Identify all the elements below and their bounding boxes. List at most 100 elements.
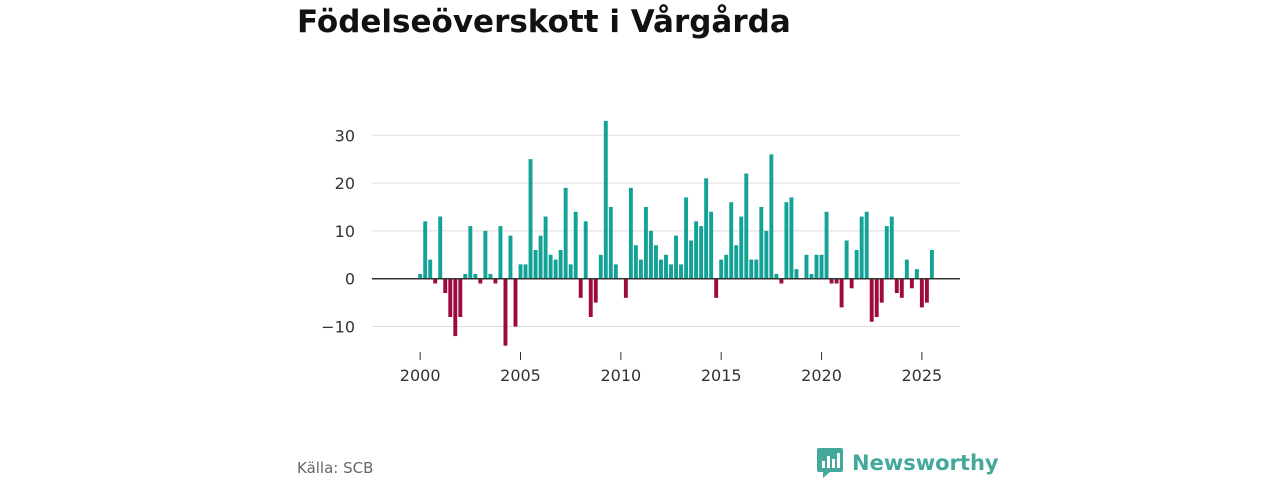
bar	[699, 226, 704, 279]
bar	[769, 154, 774, 279]
bar	[633, 245, 638, 279]
bar	[553, 259, 558, 279]
bar	[498, 226, 503, 279]
bar	[473, 273, 478, 279]
bar	[684, 197, 689, 279]
bar	[729, 202, 734, 279]
bar	[859, 216, 864, 279]
bar	[593, 278, 598, 303]
bar	[889, 216, 894, 279]
bar	[749, 259, 754, 279]
bar	[894, 278, 899, 294]
x-tick-label: 2025	[902, 366, 943, 385]
bar	[573, 211, 578, 279]
bar	[704, 178, 709, 279]
bar	[774, 273, 779, 279]
bar	[613, 264, 618, 279]
y-tick-label: 30	[335, 126, 355, 145]
bar	[814, 254, 819, 279]
bar	[904, 259, 909, 279]
bar	[583, 221, 588, 279]
bar	[734, 245, 739, 279]
bar	[879, 278, 884, 303]
bar	[754, 259, 759, 279]
brand-logo[interactable]: Newsworthy	[816, 447, 999, 479]
bar	[463, 273, 468, 279]
bar	[869, 278, 874, 322]
bar	[608, 206, 613, 279]
bar	[643, 206, 648, 279]
bar	[874, 278, 879, 317]
bar	[423, 221, 428, 279]
y-tick-label: −10	[321, 318, 355, 337]
bar	[849, 278, 854, 289]
bar	[899, 278, 904, 298]
bar	[724, 254, 729, 279]
bar	[603, 120, 608, 279]
bar	[834, 278, 839, 284]
bar	[759, 206, 764, 279]
brand-name: Newsworthy	[852, 451, 999, 475]
bar	[789, 197, 794, 279]
bar	[453, 278, 458, 337]
bar	[679, 264, 684, 279]
bar	[538, 235, 543, 279]
bar	[809, 273, 814, 279]
chart-title: Födelseöverskott i Vårgårda	[297, 4, 791, 40]
bar	[493, 278, 498, 284]
bar	[483, 230, 488, 279]
bar	[664, 254, 668, 279]
x-tick-label: 2010	[600, 366, 641, 385]
bar	[598, 254, 603, 279]
x-tick-label: 2000	[400, 366, 441, 385]
bar	[468, 226, 473, 279]
bar	[438, 216, 443, 279]
bar	[623, 278, 628, 298]
bar	[568, 264, 573, 279]
bar	[548, 254, 553, 279]
bar	[563, 187, 568, 279]
bar	[448, 278, 453, 317]
bar	[854, 250, 859, 279]
bar	[669, 264, 673, 279]
bar	[739, 216, 744, 279]
bar	[488, 273, 493, 279]
bar	[648, 230, 653, 279]
bar	[518, 264, 523, 279]
bar	[523, 264, 528, 279]
bar	[433, 278, 438, 284]
bar	[508, 235, 513, 279]
bar	[819, 254, 824, 279]
bar	[909, 278, 914, 289]
x-tick-label: 2005	[500, 366, 541, 385]
bar	[844, 240, 849, 279]
y-tick-label: 20	[335, 174, 355, 193]
bar	[558, 250, 563, 279]
bar	[654, 245, 658, 279]
bar	[689, 240, 694, 279]
bar	[824, 211, 829, 279]
bar	[478, 278, 483, 284]
bar	[513, 278, 518, 327]
bar	[884, 226, 889, 279]
bar	[779, 278, 784, 284]
bar	[804, 254, 809, 279]
bar	[578, 278, 583, 298]
bar	[919, 278, 924, 308]
y-tick-label: 0	[345, 270, 355, 289]
y-tick-label: 10	[335, 222, 355, 241]
bar-chart-logo-icon	[817, 448, 843, 478]
bar	[659, 259, 663, 279]
bar	[503, 278, 508, 346]
bar	[428, 259, 433, 279]
bar	[628, 187, 633, 279]
bar	[929, 250, 934, 279]
bar	[543, 216, 548, 279]
x-tick-label: 2020	[801, 366, 842, 385]
bar	[709, 211, 714, 279]
bar	[458, 278, 463, 317]
bar	[829, 278, 834, 284]
bar	[443, 278, 448, 294]
bar	[839, 278, 844, 308]
